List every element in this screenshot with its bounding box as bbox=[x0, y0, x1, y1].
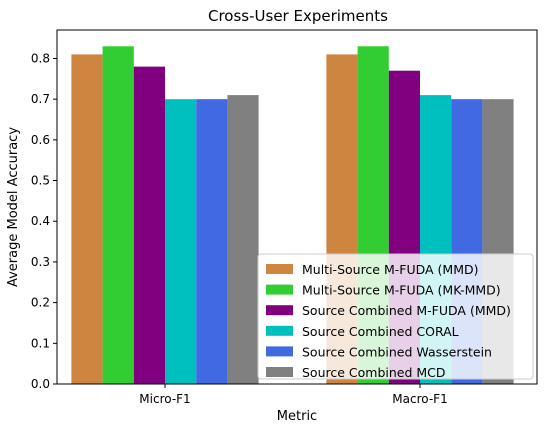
y-tick-label: 0.1 bbox=[31, 336, 50, 350]
y-tick-label: 0.3 bbox=[31, 255, 50, 269]
x-axis: Micro-F1 Macro-F1 bbox=[139, 384, 448, 406]
x-axis-label: Metric bbox=[277, 409, 317, 424]
chart-title: Cross-User Experiments bbox=[208, 7, 388, 25]
legend-entry: Source Combined CORAL bbox=[302, 324, 459, 339]
bar-4-0 bbox=[196, 99, 228, 385]
y-tick-label: 0.4 bbox=[31, 214, 50, 228]
legend-swatch bbox=[266, 325, 293, 336]
y-axis-label: Average Model Accuracy bbox=[6, 127, 21, 287]
bar-0-0 bbox=[71, 54, 103, 384]
legend-swatch bbox=[266, 305, 293, 316]
bar-5-0 bbox=[227, 95, 259, 384]
legend-entry: Source Combined Wasserstein bbox=[302, 344, 492, 359]
x-tick-label: Micro-F1 bbox=[139, 392, 190, 406]
legend-entry: Multi-Source M-FUDA (MK-MMD) bbox=[302, 283, 501, 298]
bar-2-0 bbox=[133, 66, 165, 385]
legend: Multi-Source M-FUDA (MMD) Multi-Source M-… bbox=[257, 253, 534, 380]
y-tick-label: 0.6 bbox=[31, 133, 50, 147]
x-tick-label: Macro-F1 bbox=[392, 392, 447, 406]
legend-swatch bbox=[266, 284, 293, 295]
y-tick-label: 0.2 bbox=[31, 296, 50, 310]
legend-swatch bbox=[266, 346, 293, 357]
bar-1-0 bbox=[102, 46, 134, 384]
legend-entry: Multi-Source M-FUDA (MMD) bbox=[302, 262, 478, 277]
y-tick-label: 0.5 bbox=[31, 174, 50, 188]
legend-entry: Source Combined M-FUDA (MMD) bbox=[302, 303, 511, 318]
legend-entry: Source Combined MCD bbox=[302, 365, 446, 380]
y-tick-label: 0.0 bbox=[31, 377, 50, 391]
legend-swatch bbox=[266, 367, 293, 377]
legend-box bbox=[257, 253, 534, 380]
y-tick-label: 0.8 bbox=[31, 51, 50, 65]
legend-swatch bbox=[266, 264, 293, 274]
y-axis: 0.0 0.1 0.2 0.3 0.4 0.5 0.6 0.7 0.8 bbox=[31, 51, 57, 391]
bar-3-0 bbox=[165, 99, 197, 385]
y-tick-label: 0.7 bbox=[31, 92, 50, 106]
axes-frame bbox=[56, 29, 538, 385]
